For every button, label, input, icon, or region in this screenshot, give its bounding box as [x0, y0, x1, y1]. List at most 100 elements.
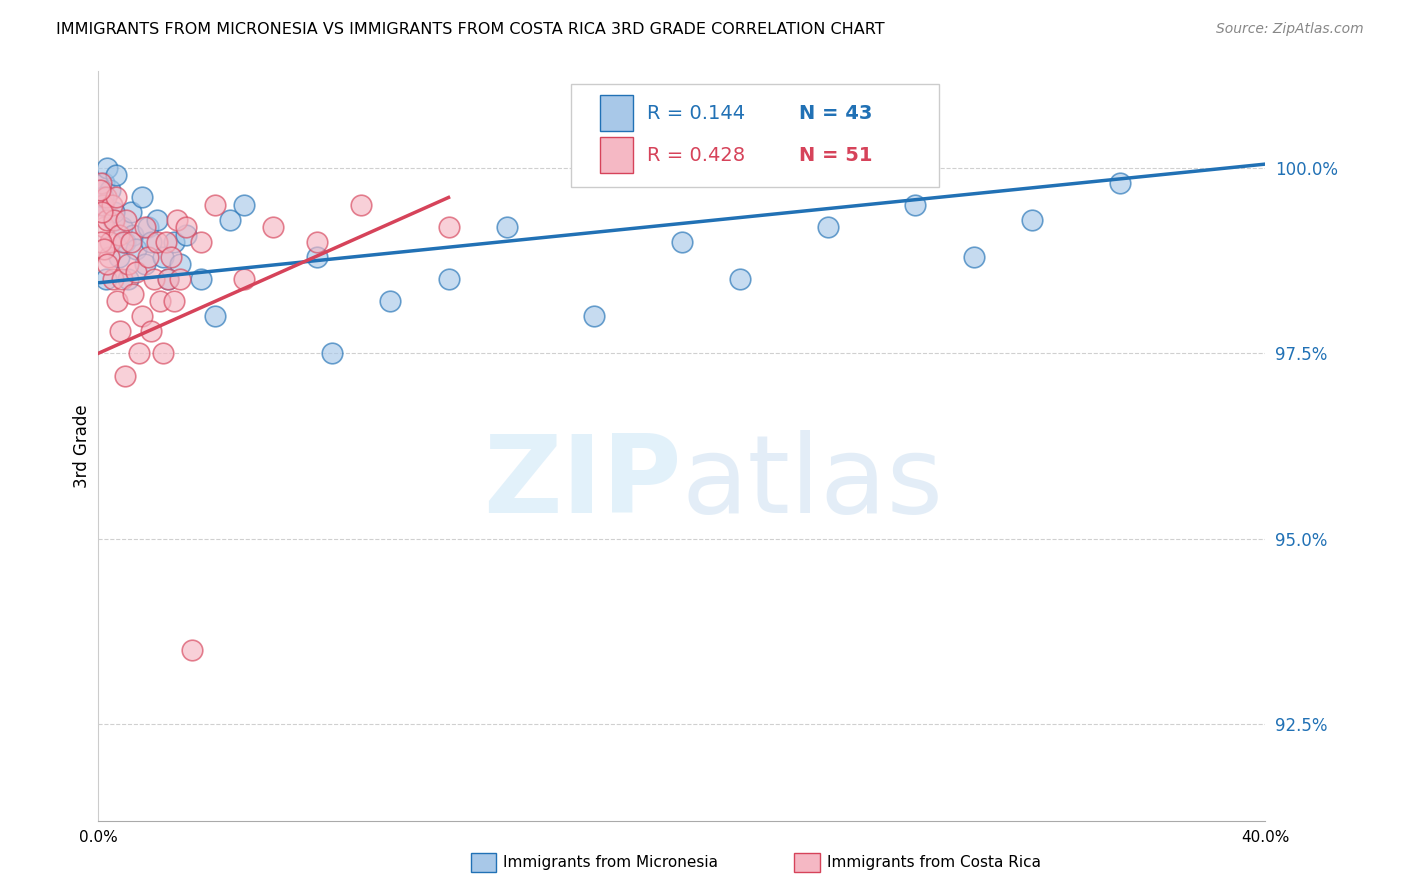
- Point: [163, 235, 186, 249]
- Point: [89, 183, 111, 197]
- Point: [671, 235, 693, 249]
- Point: [350, 198, 373, 212]
- Point: [152, 250, 174, 264]
- Text: atlas: atlas: [682, 431, 943, 536]
- Point: [134, 220, 156, 235]
- Point: [98, 235, 121, 249]
- Point: [91, 190, 114, 204]
- Point: [131, 190, 153, 204]
- Point: [112, 235, 135, 249]
- Point: [131, 309, 153, 323]
- Point: [157, 272, 180, 286]
- Point: [146, 235, 169, 249]
- Point: [96, 212, 118, 227]
- Point: [134, 257, 156, 271]
- Point: [117, 272, 139, 286]
- Point: [169, 272, 191, 286]
- Point: [100, 198, 122, 212]
- Point: [496, 220, 519, 235]
- Point: [114, 235, 136, 249]
- Point: [108, 227, 131, 242]
- Point: [218, 212, 240, 227]
- Point: [307, 250, 329, 264]
- Point: [101, 272, 124, 286]
- Point: [94, 190, 117, 204]
- Point: [114, 368, 136, 383]
- Point: [105, 294, 128, 309]
- Point: [233, 272, 256, 286]
- Point: [125, 265, 148, 279]
- Point: [120, 235, 142, 249]
- Text: R = 0.428: R = 0.428: [647, 145, 745, 165]
- Point: [157, 272, 180, 286]
- Point: [96, 257, 118, 271]
- Point: [583, 309, 606, 323]
- Point: [380, 294, 402, 309]
- Point: [136, 250, 159, 264]
- Point: [98, 183, 121, 197]
- Point: [90, 205, 112, 219]
- Text: R = 0.144: R = 0.144: [647, 104, 745, 123]
- Point: [174, 220, 197, 235]
- Point: [149, 294, 172, 309]
- Point: [111, 272, 134, 286]
- Point: [104, 190, 127, 204]
- FancyBboxPatch shape: [600, 95, 633, 131]
- Point: [90, 235, 112, 249]
- Point: [904, 198, 927, 212]
- Point: [104, 168, 127, 182]
- Point: [169, 257, 191, 271]
- Point: [321, 346, 343, 360]
- Point: [125, 243, 148, 257]
- Point: [962, 250, 984, 264]
- FancyBboxPatch shape: [600, 137, 633, 173]
- Point: [1108, 176, 1130, 190]
- Point: [204, 309, 226, 323]
- Point: [307, 235, 329, 249]
- Point: [90, 176, 112, 190]
- Point: [146, 212, 169, 227]
- Point: [111, 220, 134, 235]
- Point: [101, 212, 124, 227]
- Point: [93, 176, 115, 190]
- Point: [155, 235, 177, 249]
- Point: [233, 198, 256, 212]
- Point: [122, 227, 145, 242]
- Point: [1021, 212, 1043, 227]
- Point: [437, 272, 460, 286]
- Text: Source: ZipAtlas.com: Source: ZipAtlas.com: [1216, 22, 1364, 37]
- Point: [817, 220, 839, 235]
- Point: [108, 250, 131, 264]
- Point: [91, 198, 114, 212]
- Point: [166, 212, 188, 227]
- Point: [160, 250, 183, 264]
- Text: Immigrants from Micronesia: Immigrants from Micronesia: [503, 855, 718, 870]
- Point: [152, 346, 174, 360]
- Point: [122, 287, 145, 301]
- Point: [93, 243, 115, 257]
- Point: [263, 220, 285, 235]
- Point: [163, 294, 186, 309]
- Point: [103, 205, 125, 219]
- Text: ZIP: ZIP: [484, 431, 682, 536]
- Y-axis label: 3rd Grade: 3rd Grade: [73, 404, 91, 488]
- Point: [110, 324, 132, 338]
- Text: IMMIGRANTS FROM MICRONESIA VS IMMIGRANTS FROM COSTA RICA 3RD GRADE CORRELATION C: IMMIGRANTS FROM MICRONESIA VS IMMIGRANTS…: [56, 22, 884, 37]
- Text: N = 51: N = 51: [799, 145, 872, 165]
- Text: Immigrants from Costa Rica: Immigrants from Costa Rica: [827, 855, 1040, 870]
- Text: N = 43: N = 43: [799, 104, 872, 123]
- Point: [90, 198, 112, 212]
- Point: [94, 272, 117, 286]
- Point: [174, 227, 197, 242]
- FancyBboxPatch shape: [571, 84, 939, 187]
- Point: [93, 220, 115, 235]
- Point: [204, 198, 226, 212]
- Point: [190, 235, 212, 249]
- Point: [128, 346, 150, 360]
- Point: [96, 161, 118, 175]
- Point: [139, 235, 162, 249]
- Point: [190, 272, 212, 286]
- Point: [103, 212, 125, 227]
- Point: [180, 643, 202, 657]
- Point: [117, 257, 139, 271]
